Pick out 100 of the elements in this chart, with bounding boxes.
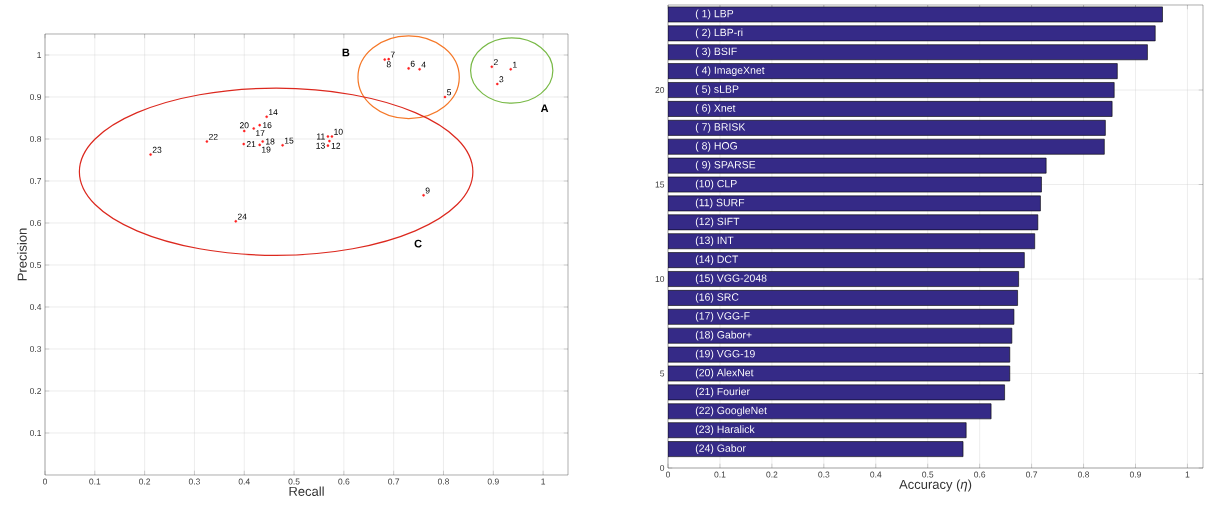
annotation: (13) INT: [695, 236, 734, 247]
bar: [668, 214, 1039, 231]
annotation: 23: [152, 146, 162, 153]
y-tick-label: 0.5: [29, 262, 42, 268]
point: [242, 142, 246, 146]
annotation: 4: [421, 61, 426, 68]
bar: [668, 233, 1036, 250]
x-tick-label: 0.1: [89, 478, 101, 485]
point: [242, 129, 246, 133]
bar: [668, 138, 1105, 155]
annotation: 11: [317, 133, 325, 140]
annotation: (12) SIFT: [695, 217, 740, 228]
point: [265, 115, 268, 119]
bar: [668, 157, 1047, 174]
point: [495, 82, 499, 86]
y-tick-label: 0.1: [29, 430, 42, 436]
x-tick-label: 0.4: [238, 478, 250, 485]
point: [281, 144, 284, 147]
point: [330, 135, 334, 138]
bar: [668, 252, 1025, 268]
x-tick-label: 1: [541, 478, 546, 485]
annotation: 10: [334, 128, 343, 135]
annotation: (19) VGG-19: [695, 349, 755, 360]
annotation: 13: [316, 142, 325, 149]
annotation: 16: [263, 122, 272, 129]
point: [258, 123, 261, 127]
annotation: (16) SRC: [695, 293, 739, 303]
x-tick-label: 1: [1185, 471, 1190, 478]
y-axis-title: Precision: [17, 228, 27, 281]
annotation: 19: [262, 146, 271, 153]
x-tick-label: 0.7: [1026, 471, 1038, 478]
annotation: (20) AlexNet: [695, 368, 754, 379]
annotation: C: [414, 239, 422, 248]
point: [387, 57, 390, 61]
annotation: 2: [493, 59, 498, 66]
bar: [668, 101, 1113, 117]
annotation: 24: [237, 213, 247, 220]
annotation: 5: [447, 89, 452, 96]
annotation: ( 4) ImageXnet: [695, 66, 765, 77]
y-tick-label: 0.4: [29, 304, 42, 310]
y-tick-label: 5: [660, 370, 665, 377]
point: [422, 193, 425, 197]
x-axis-title: Recall: [289, 486, 324, 496]
annotation: (23) Haralick: [695, 425, 755, 436]
y-tick-label: 0.7: [29, 178, 42, 184]
point: [328, 139, 331, 143]
point: [509, 67, 513, 71]
annotation: 7: [390, 51, 395, 58]
bar: [668, 290, 1018, 306]
point: [383, 58, 387, 61]
x-tick-label: 0.3: [818, 471, 830, 478]
annotation: ( 3) BSIF: [695, 47, 737, 58]
x-tick-label: 0.7: [388, 478, 400, 485]
annotation: ( 9) SPARSE: [695, 160, 756, 171]
annotation: 14: [269, 109, 278, 116]
annotation: (15) VGG-2048: [695, 274, 767, 284]
point: [261, 140, 264, 143]
annotation: ( 1) LBP: [695, 9, 734, 20]
annotation: (11) SURF: [695, 198, 745, 209]
x-tick-label: 0.9: [487, 478, 499, 485]
x-axis-title: Accuracy (η): [899, 479, 972, 492]
annotation: 15: [284, 137, 294, 144]
bar: [668, 119, 1106, 136]
annotation: 1: [513, 61, 517, 68]
point: [407, 67, 410, 70]
bar: [668, 308, 1015, 325]
x-tick-label: 0.2: [766, 471, 778, 478]
annotation: 9: [425, 187, 430, 194]
annotation: ( 5) sLBP: [695, 85, 739, 95]
bar: [668, 327, 1013, 344]
annotation: 12: [331, 142, 341, 149]
annotation: 18: [266, 138, 275, 145]
x-tick-label: 0.1: [714, 471, 726, 478]
annotation: 21: [246, 141, 256, 147]
y-tick-label: 0.2: [29, 388, 42, 394]
y-tick-label: 0.8: [29, 135, 42, 142]
point: [326, 144, 330, 148]
x-tick-label: 0.5: [288, 478, 300, 485]
y-tick-label: 10: [655, 276, 665, 283]
y-tick-label: 15: [655, 181, 665, 188]
annotation: (14) DCT: [695, 255, 739, 266]
point: [418, 67, 421, 71]
y-tick-label: 0.6: [29, 220, 42, 226]
x-tick-label: 0.8: [437, 478, 450, 485]
y-tick-label: 20: [655, 87, 665, 94]
annotation: B: [342, 48, 350, 57]
annotation: 20: [239, 122, 249, 129]
y-tick-label: 0.3: [29, 346, 42, 352]
annotation: (21) Fourier: [695, 387, 750, 398]
y-tick-label: 0.9: [29, 93, 42, 100]
bar: [668, 82, 1115, 98]
annotation: (24) Gabor: [695, 444, 746, 454]
x-tick-label: 0.8: [1077, 471, 1090, 478]
annotation: (17) VGG-F: [695, 311, 750, 322]
annotation: ( 8) HOG: [695, 141, 737, 152]
x-tick-label: 0.5: [922, 471, 934, 478]
point: [149, 153, 152, 156]
annotation: ( 6) Xnet: [695, 104, 736, 114]
point: [234, 220, 238, 223]
x-tick-label: 0.6: [338, 478, 350, 485]
